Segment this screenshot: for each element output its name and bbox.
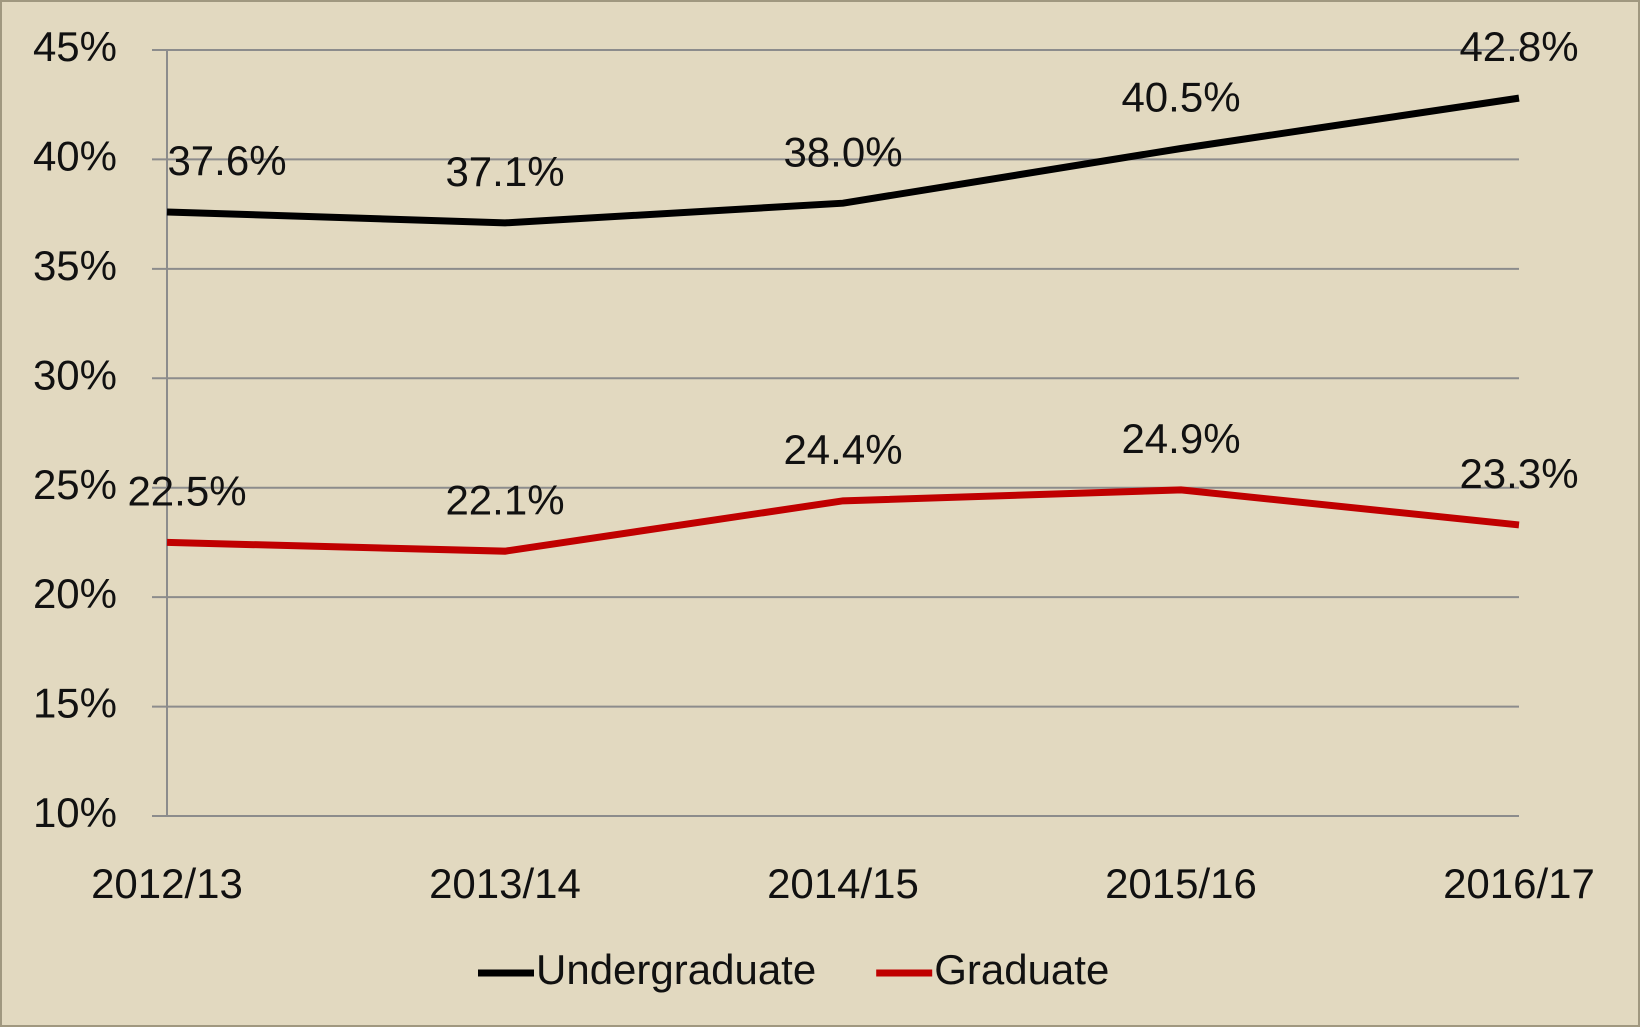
y-tick-label: 30% — [33, 351, 117, 398]
y-tick-label: 10% — [33, 789, 117, 836]
data-label: 38.0% — [783, 128, 902, 175]
y-tick-label: 40% — [33, 133, 117, 180]
series-line — [166, 486, 1520, 555]
x-tick-label: 2012/13 — [91, 860, 243, 907]
data-label: 42.8% — [1459, 23, 1578, 70]
data-label: 24.9% — [1121, 415, 1240, 462]
y-tick-label: 25% — [33, 461, 117, 508]
y-tick-label: 20% — [33, 570, 117, 617]
series-line — [166, 94, 1520, 227]
data-label: 22.1% — [445, 476, 564, 523]
x-tick-label: 2015/16 — [1105, 860, 1257, 907]
x-tick-label: 2014/15 — [767, 860, 919, 907]
x-tick-label: 2016/17 — [1443, 860, 1595, 907]
y-tick-label: 35% — [33, 242, 117, 289]
legend-label: Graduate — [934, 946, 1109, 993]
data-label: 24.4% — [783, 426, 902, 473]
y-tick-label: 15% — [33, 680, 117, 727]
data-label: 40.5% — [1121, 74, 1240, 121]
data-label: 37.1% — [445, 148, 564, 195]
data-label: 22.5% — [127, 468, 246, 515]
x-tick-label: 2013/14 — [429, 860, 581, 907]
y-tick-label: 45% — [33, 23, 117, 70]
data-label: 37.6% — [167, 137, 286, 184]
legend-label: Undergraduate — [536, 946, 816, 993]
data-label: 23.3% — [1459, 450, 1578, 497]
